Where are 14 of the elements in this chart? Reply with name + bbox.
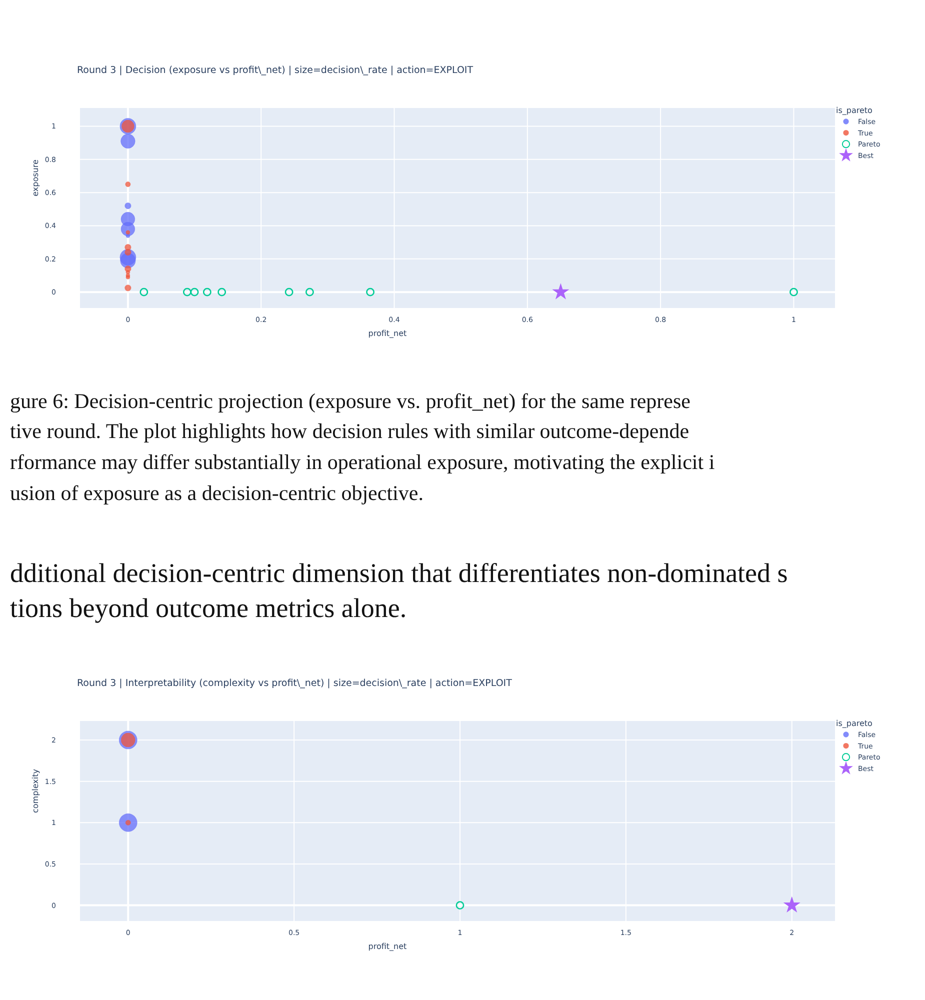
legend-title: is_pareto <box>836 106 873 115</box>
x-axis-title: profit_net <box>368 329 407 338</box>
text: dditional decision-centric dimension that differentiates non-dominated s <box>10 558 788 588</box>
legend-title: is_pareto <box>836 719 873 728</box>
x-axis-title: profit_net <box>368 942 407 951</box>
chart-title: Round 3 | Interpretability (complexity vs profit\_net) | size=decision\_rate | action=EXPLOIT <box>77 678 512 689</box>
text: tions beyond outcome metrics alone. <box>10 593 407 623</box>
text: rformance may differ substantially in operational exposure, motivating the explicit i <box>10 450 715 474</box>
text: tive round. The plot highlights how decision rules with similar outcome-depende <box>10 419 690 443</box>
y-axis-title: exposure <box>31 160 40 196</box>
chart-title: Round 3 | Decision (exposure vs profit\_net) | size=decision\_rate | action=EXPLOIT <box>77 65 474 76</box>
y-axis-title: complexity <box>31 768 40 813</box>
text: usion of exposure as a decision-centric objective. <box>10 481 424 505</box>
text: gure 6: Decision-centric projection (exposure vs. profit_net) for the same represe <box>10 389 690 413</box>
